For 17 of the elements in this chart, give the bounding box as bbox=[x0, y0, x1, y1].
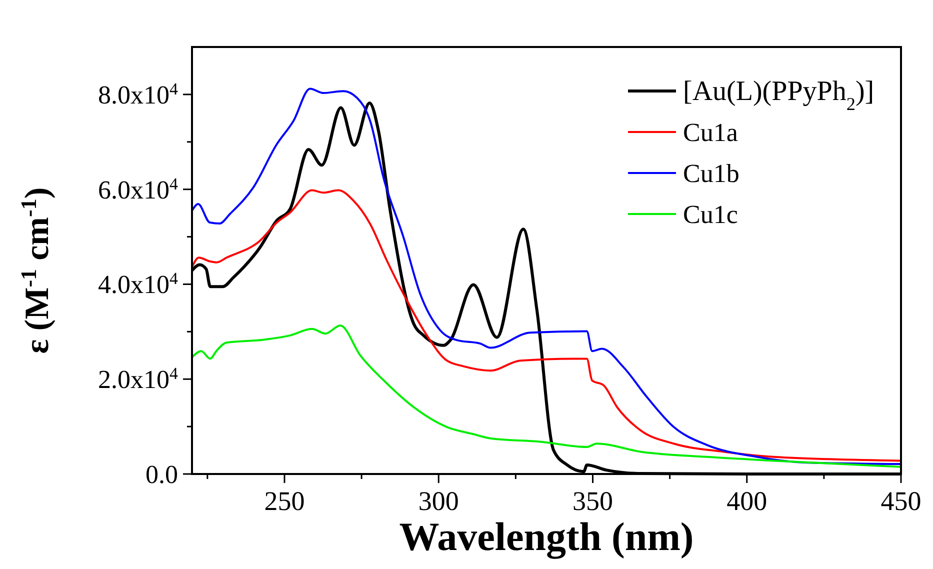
legend-label: [Au(L)(PPyPh$_{2}$)] bbox=[683, 76, 874, 114]
y-tick-label: 0.0 bbox=[146, 460, 178, 489]
x-tick-label: 400 bbox=[726, 486, 768, 516]
x-tick-label: 350 bbox=[572, 486, 613, 516]
y-tick-label: 8.0x10$^{4}$ bbox=[98, 78, 179, 110]
y-tick-label: 2.0x10$^{4}$ bbox=[98, 364, 179, 394]
y-tick-label: 4.0x10$^{4}$ bbox=[98, 268, 179, 300]
line-series bbox=[191, 324, 902, 468]
x-tick-label: 450 bbox=[880, 486, 922, 516]
legend-label: Cu1b bbox=[683, 159, 740, 188]
x-tick-label: 250 bbox=[264, 486, 305, 516]
legend-label: Cu1c bbox=[683, 200, 738, 229]
x-axis-title: Wavelength (nm) bbox=[399, 514, 694, 559]
line-series bbox=[191, 189, 902, 462]
y-tick-label: 6.0x10$^{4}$ bbox=[98, 174, 179, 204]
x-tick-label: 300 bbox=[418, 486, 459, 516]
legend-label: Cu1a bbox=[683, 118, 738, 147]
